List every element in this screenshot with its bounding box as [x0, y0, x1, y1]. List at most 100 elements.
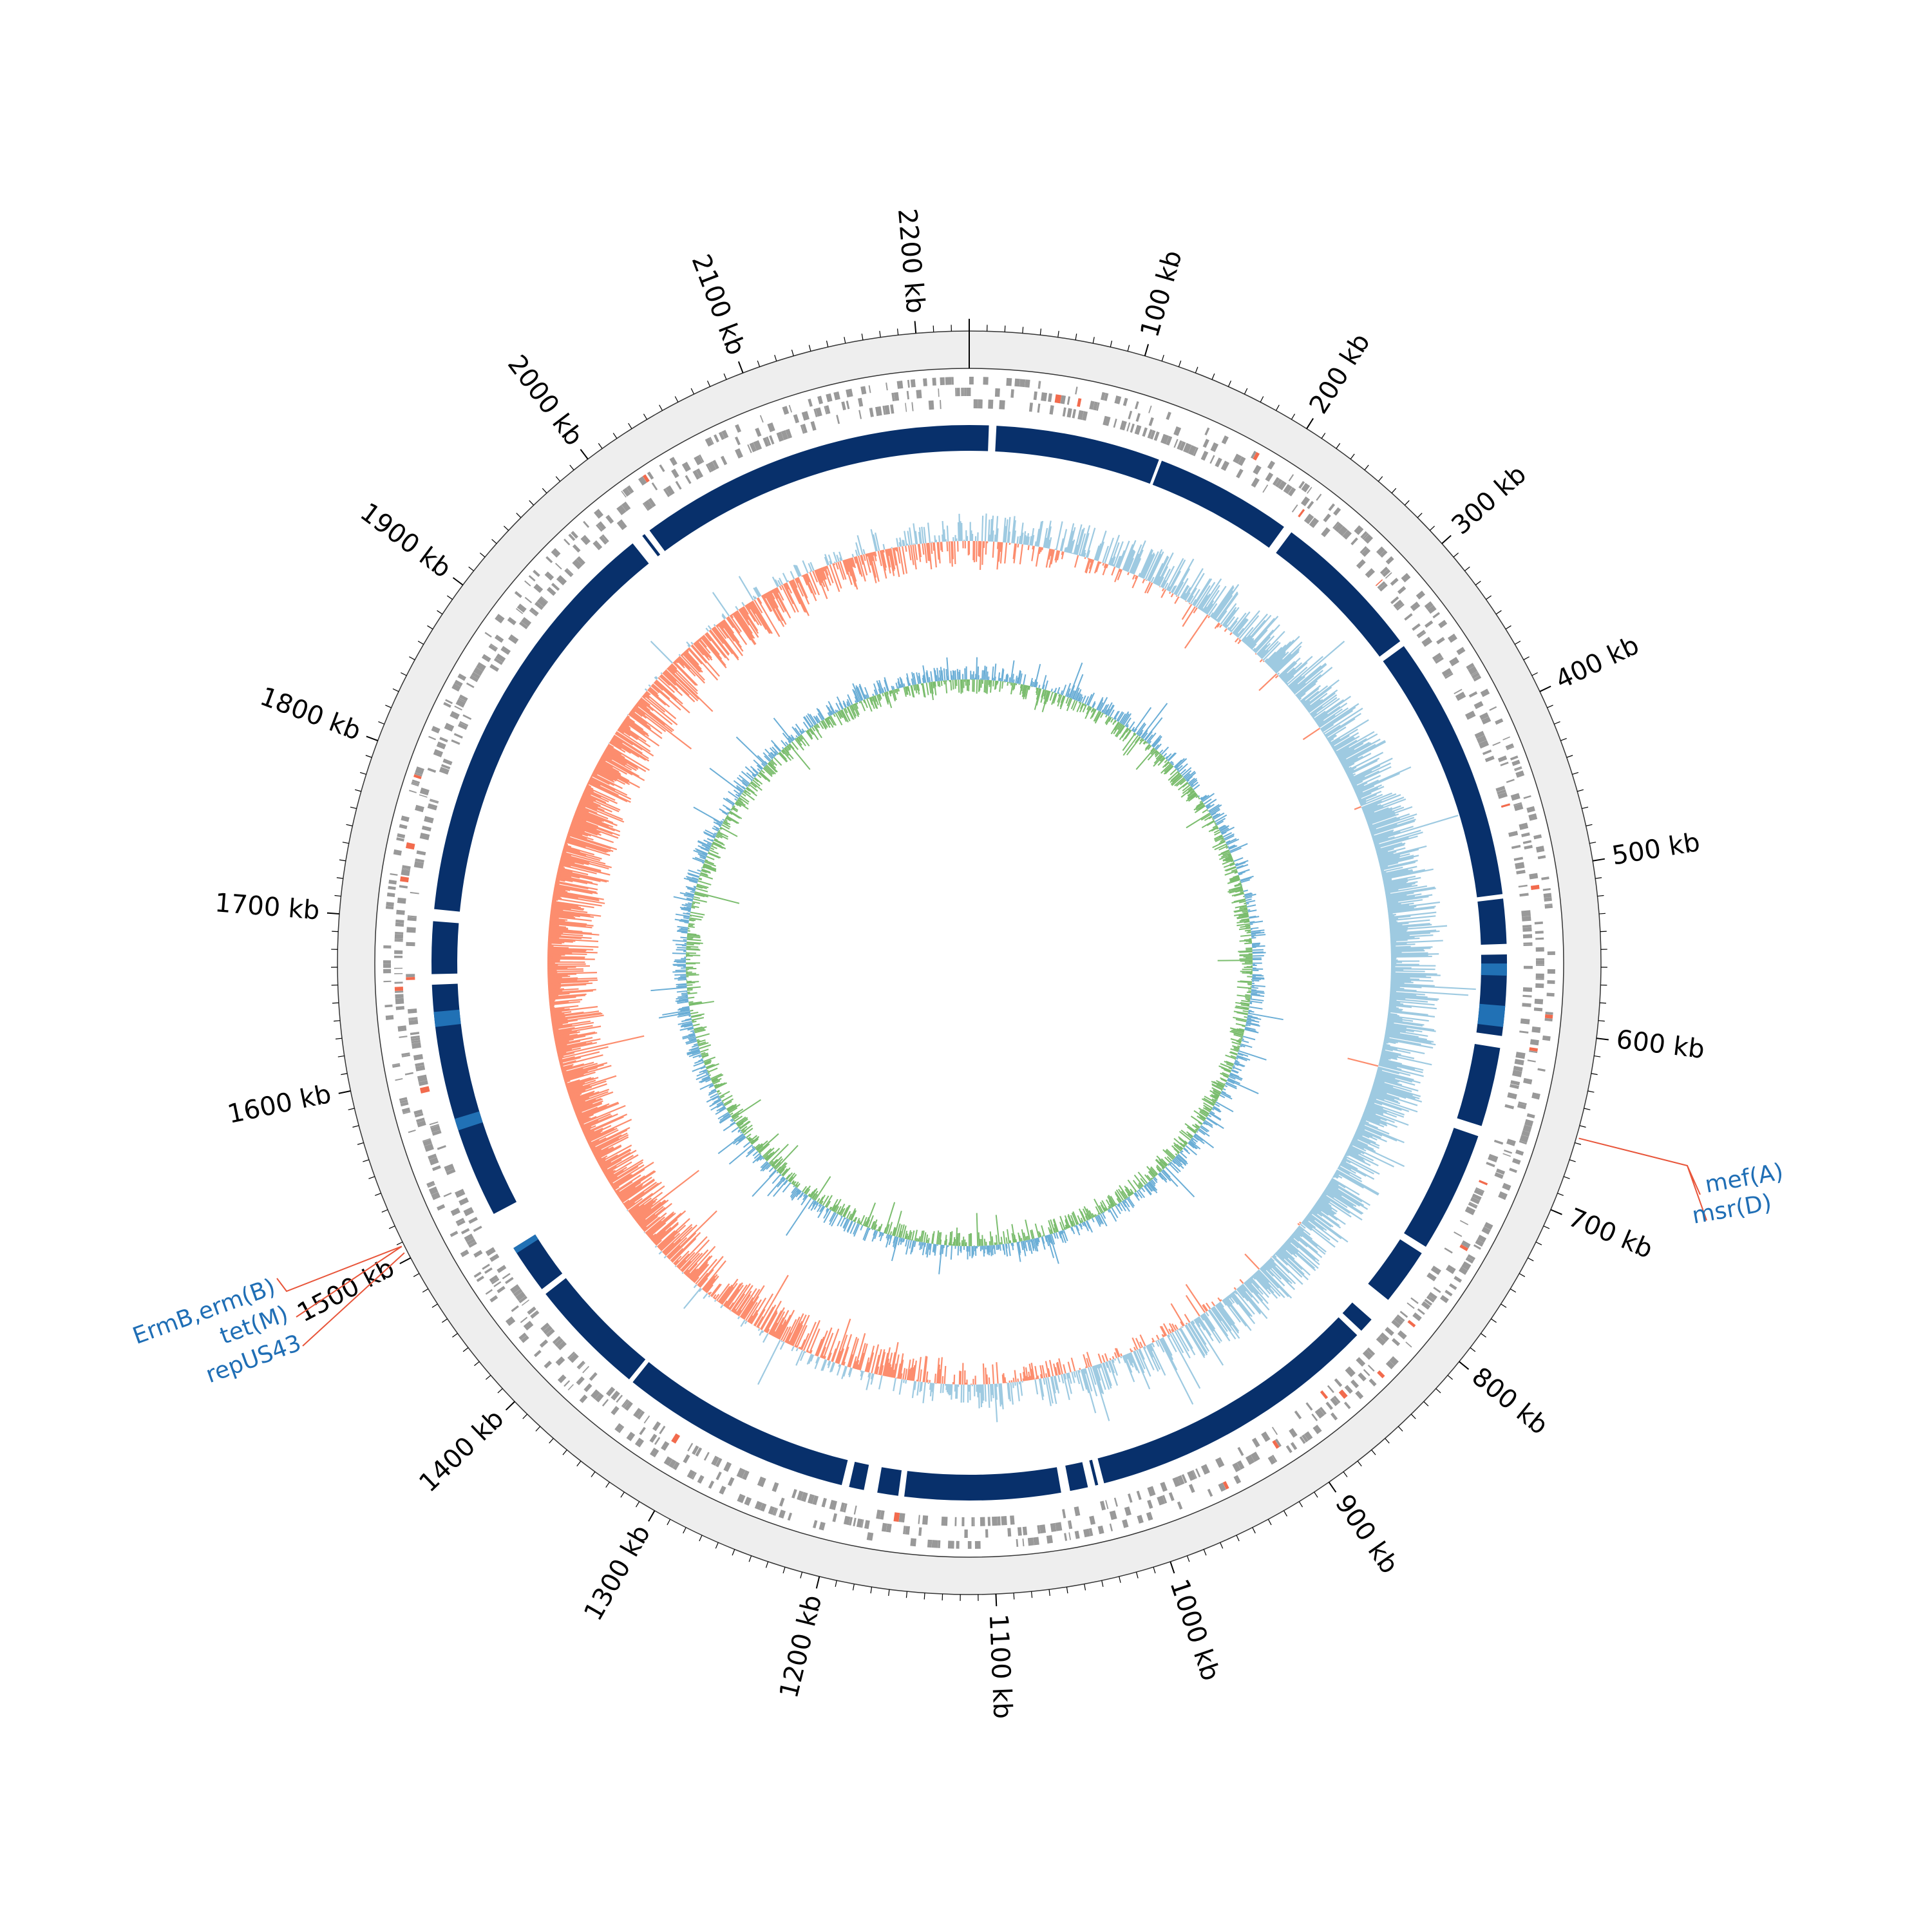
gc-bar-negative: [919, 1369, 922, 1382]
cds-feature: [1382, 569, 1391, 578]
gc-bar-positive: [1222, 1300, 1227, 1306]
gc-bar-negative: [549, 1005, 579, 1010]
gc-bar-positive: [1087, 1367, 1098, 1397]
gc-bar-positive: [1325, 718, 1356, 738]
gc-bar-negative: [647, 689, 667, 706]
gc-bar-negative: [889, 548, 895, 571]
cds-feature: [1518, 884, 1528, 888]
gc-bar-positive: [1276, 1251, 1285, 1260]
gc-bar-negative: [574, 1103, 603, 1115]
gc-bar-negative: [730, 614, 734, 619]
cds-feature: [481, 654, 491, 663]
skew-bar-negative: [1049, 692, 1054, 701]
cds-feature: [446, 1168, 456, 1175]
gc-bar-positive: [1103, 1362, 1112, 1387]
gc-bar-negative: [549, 926, 569, 929]
gc-bar-positive: [1286, 667, 1308, 686]
cds-feature: [1007, 1528, 1012, 1537]
cds-feature: [1472, 1193, 1482, 1201]
gc-bar-negative: [595, 766, 630, 786]
gc-bar-positive: [1359, 799, 1367, 804]
gc-bar-negative: [862, 554, 866, 562]
cds-feature: [938, 1540, 941, 1548]
skew-bar-negative: [1071, 1220, 1075, 1227]
cds-feature: [1473, 1244, 1481, 1250]
gc-bar-negative: [697, 1256, 724, 1287]
gc-bar-positive: [1148, 1344, 1161, 1370]
minor-tick: [522, 1414, 528, 1419]
cds-feature: [396, 837, 404, 842]
gc-bar-positive: [1374, 829, 1421, 845]
gc-bar-positive: [1224, 607, 1240, 627]
gc-bar-positive: [1375, 1074, 1400, 1083]
skew-bar-positive: [1119, 1202, 1126, 1212]
gc-bar-negative: [575, 810, 605, 822]
cds-feature: [407, 1008, 417, 1014]
gc-bar-positive: [1307, 1213, 1342, 1240]
minor-tick: [905, 1591, 908, 1598]
gc-bar-negative: [857, 555, 866, 582]
gc-bar-positive: [839, 557, 842, 562]
gc-bar-negative: [882, 1352, 889, 1376]
cds-feature: [458, 697, 467, 703]
gc-bar-negative: [648, 688, 670, 708]
gc-bar-positive: [1342, 1158, 1351, 1164]
cds-feature: [623, 1401, 633, 1411]
gc-bar-positive: [1260, 649, 1269, 659]
gc-bar-negative: [849, 1338, 859, 1368]
cds-feature: [663, 1456, 673, 1466]
skew-bar-positive: [1128, 721, 1135, 730]
cds-feature: [439, 766, 450, 775]
gc-bar-positive: [949, 1384, 951, 1396]
skew-bar-negative: [1193, 1110, 1207, 1119]
cds-feature: [791, 1489, 797, 1499]
gc-bar-negative: [612, 736, 623, 744]
skew-bar-positive: [1163, 753, 1168, 757]
gc-bar-positive: [1187, 1323, 1208, 1356]
skew-bar-negative: [1082, 1208, 1089, 1220]
cds-feature: [1309, 517, 1320, 528]
skew-bar-negative: [1202, 809, 1208, 813]
gc-bar-negative: [555, 1040, 569, 1045]
gc-bar-negative: [825, 565, 828, 569]
cds-feature: [1109, 1510, 1117, 1520]
skew-bar-negative: [1086, 705, 1090, 710]
cds-feature: [954, 1517, 957, 1526]
gc-bar-negative: [688, 647, 719, 681]
gc-bar-negative: [859, 1343, 868, 1371]
skew-bar-positive: [1252, 952, 1266, 954]
gc-bar-positive: [1334, 750, 1337, 753]
gc-bar-negative: [820, 567, 826, 580]
skew-bar-negative: [1188, 790, 1195, 797]
cds-feature: [1440, 1294, 1449, 1303]
skew-bar-negative: [1161, 1167, 1164, 1170]
skew-bar-negative: [1182, 782, 1189, 788]
cds-feature: [1068, 1532, 1072, 1540]
cds-feature: [1444, 1289, 1453, 1297]
gc-bar-positive: [931, 1383, 935, 1401]
gc-bar-positive: [994, 535, 996, 542]
gc-bar-positive: [1388, 920, 1397, 923]
gc-bar-positive: [1368, 817, 1401, 830]
cds-feature: [903, 1526, 906, 1535]
gc-bar-positive: [1310, 706, 1323, 716]
gc-bar-negative: [604, 1170, 614, 1177]
cds-feature: [396, 909, 405, 915]
gc-bar-negative: [981, 541, 984, 565]
gc-bar-negative: [554, 886, 593, 895]
cds-feature: [490, 643, 498, 649]
gc-bar-positive: [1336, 1170, 1379, 1196]
gc-bar-negative: [1170, 593, 1174, 598]
gc-bar-negative: [1086, 1358, 1090, 1368]
skew-bar-negative: [1234, 893, 1244, 897]
gc-bar-positive: [1300, 1224, 1306, 1229]
skew-bar-negative: [1065, 1224, 1068, 1229]
cds-feature: [1432, 612, 1441, 619]
skew-bar-positive: [1045, 1235, 1050, 1247]
cds-feature: [1179, 441, 1186, 451]
skew-bar-negative: [1103, 1207, 1107, 1211]
skew-bar-positive: [1247, 1017, 1251, 1020]
gc-bar-positive: [907, 531, 911, 545]
skew-bar-positive: [1206, 1117, 1218, 1126]
skew-bar-positive: [1224, 833, 1235, 840]
